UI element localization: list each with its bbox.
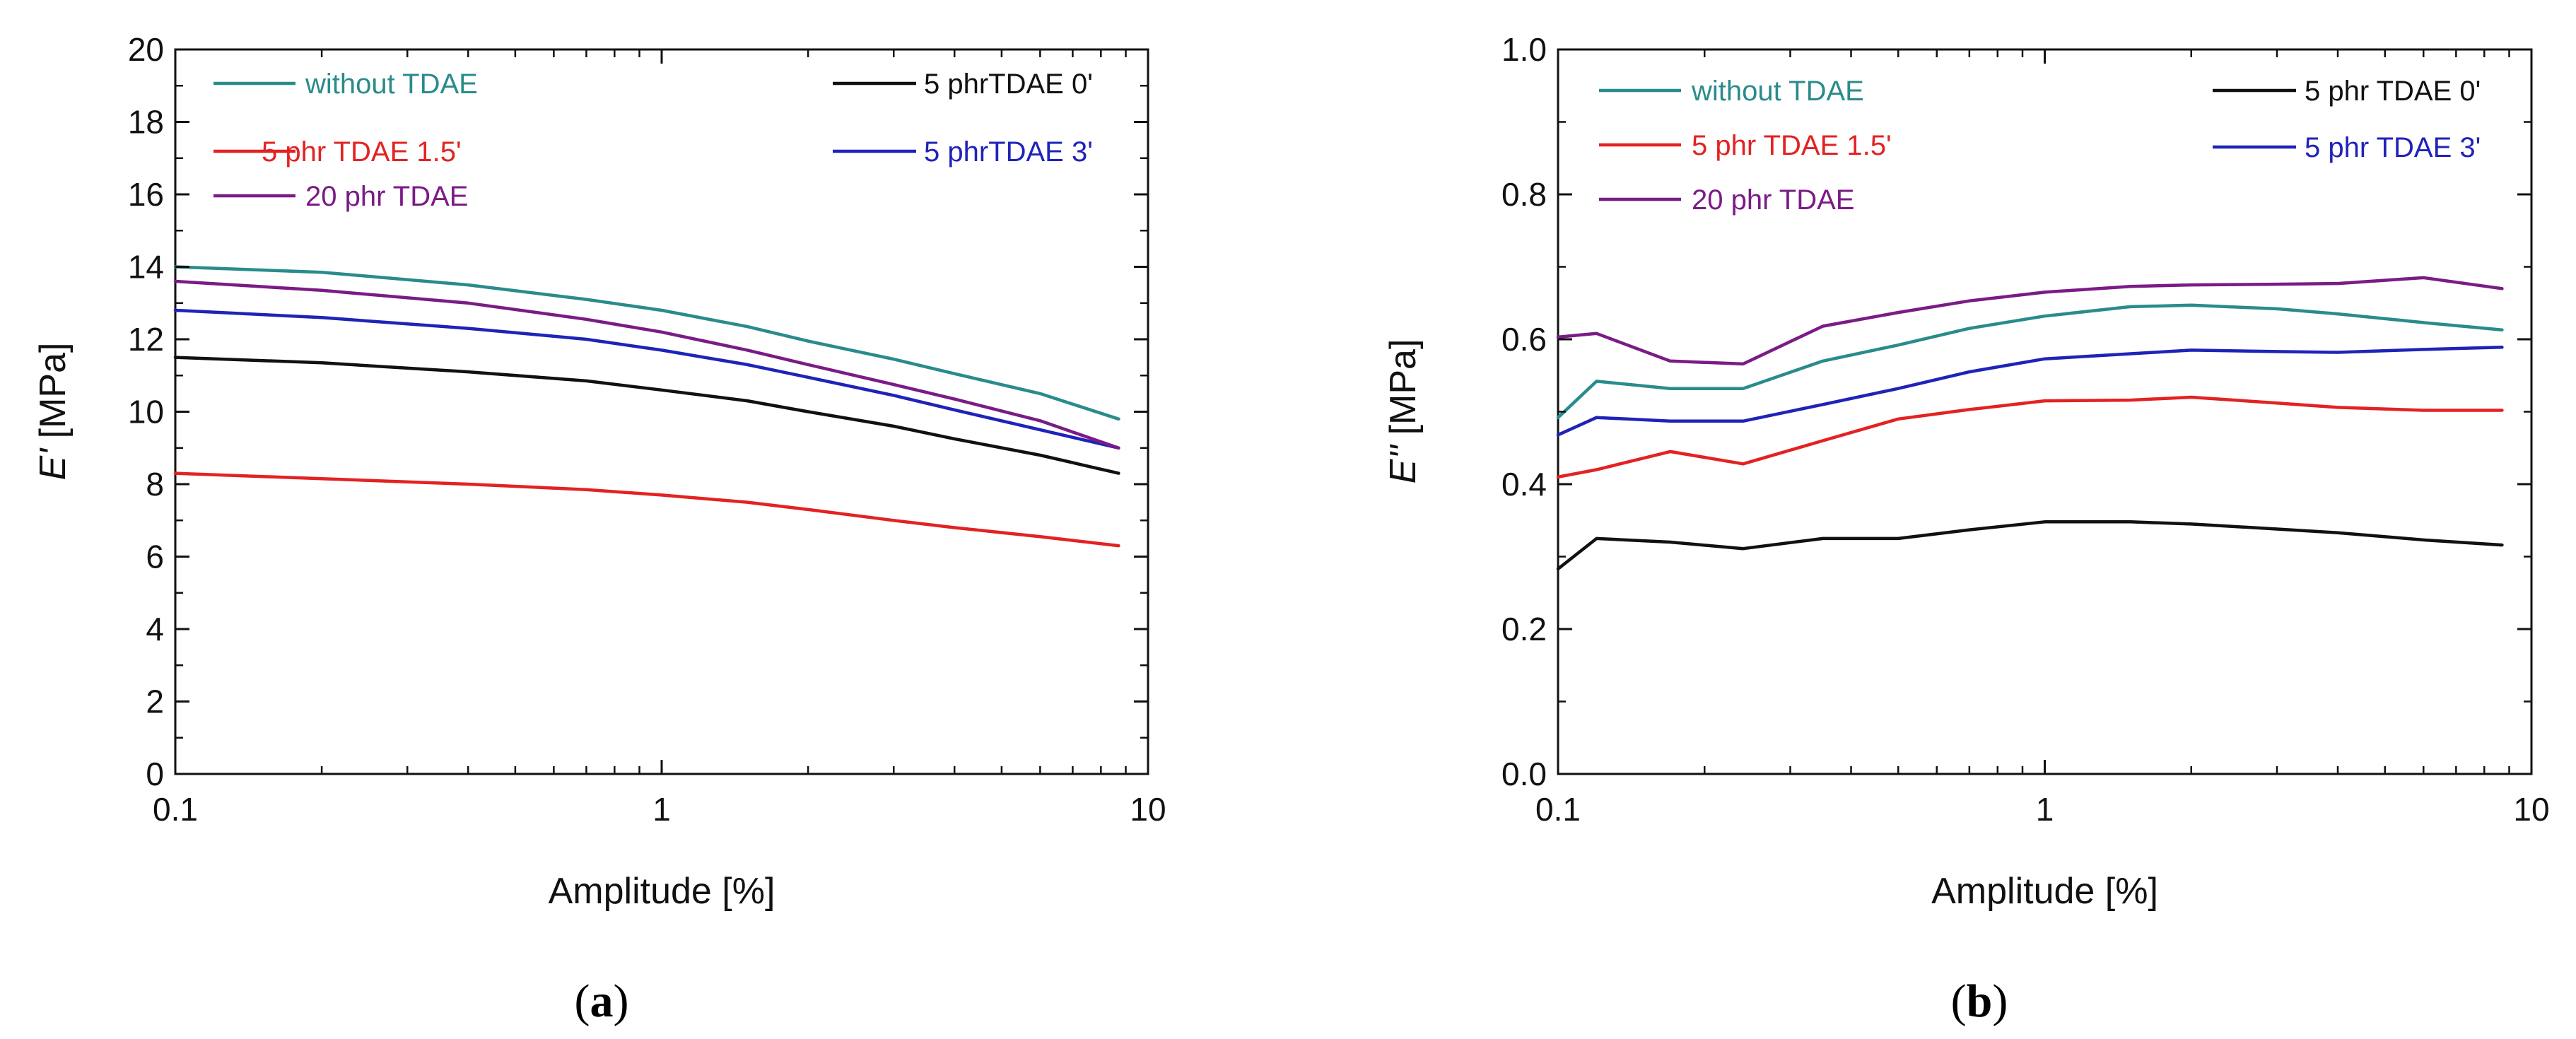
x-axis: 0.1 1 10 xyxy=(153,49,1166,828)
legend-label: 20 phr TDAE xyxy=(305,181,469,212)
y-tick-label: 1.0 xyxy=(1501,31,1547,68)
series-line-5-phr-tdae-1-5 xyxy=(173,471,1120,548)
panel-label-b: (b) xyxy=(1951,975,2008,1027)
series-line-5-phrtdae-3 xyxy=(173,308,1120,450)
y-tick-label: 2 xyxy=(146,683,164,720)
y-axis: 0 2 4 6 8 10 12 14 16 18 20 xyxy=(128,31,1148,792)
series-line-20-phr-tdae xyxy=(1556,276,2504,366)
y-tick-label: 0.2 xyxy=(1501,611,1547,647)
y-tick-label: 8 xyxy=(146,466,164,503)
legend-label: 5 phrTDAE 3' xyxy=(924,136,1093,168)
chart-panel-b: 0.0 0.2 0.4 0.6 0.8 1.0 0.1 1 10 Amplitude [%] E''… xyxy=(1383,31,2550,912)
legend-label: without TDAE xyxy=(1691,76,1864,107)
panel-label-a: (a) xyxy=(575,975,629,1027)
legend-label: 20 phr TDAE xyxy=(1692,184,1855,216)
legend-label: without TDAE xyxy=(305,69,478,100)
y-axis: 0.0 0.2 0.4 0.6 0.8 1.0 xyxy=(1501,31,2531,792)
y-tick-label: 4 xyxy=(146,611,164,647)
y-tick-label: 0.4 xyxy=(1501,466,1547,503)
legend-label: 5 phr TDAE 3' xyxy=(2305,132,2481,163)
legend-label: 5 phrTDAE 0' xyxy=(924,69,1093,100)
y-tick-label: 0 xyxy=(146,756,164,792)
series-line-20-phr-tdae xyxy=(173,279,1120,450)
x-tick-label: 1 xyxy=(2036,791,2054,828)
x-tick-label: 1 xyxy=(652,791,671,828)
x-axis: 0.1 1 10 xyxy=(1535,49,2550,828)
y-tick-label: 0.6 xyxy=(1501,321,1547,358)
x-axis-title: Amplitude [%] xyxy=(549,871,775,912)
y-tick-label: 16 xyxy=(128,176,164,213)
series-line-without-tdae xyxy=(1556,303,2504,419)
series-line-without-tdae xyxy=(173,265,1120,421)
legend: without TDAE 5 phr TDAE 1.5' 20 phr TDAE 5 … xyxy=(213,69,1093,212)
y-tick-label: 18 xyxy=(128,104,164,141)
legend-label: 5 phr TDAE 1.5' xyxy=(262,136,462,168)
y-tick-label: 0.0 xyxy=(1501,756,1547,792)
series-lines xyxy=(1556,276,2504,571)
x-tick-label: 10 xyxy=(2513,791,2549,828)
x-tick-label: 0.1 xyxy=(1535,791,1581,828)
y-axis-title: E'' [MPa] xyxy=(1383,339,1424,484)
x-tick-label: 0.1 xyxy=(153,791,198,828)
y-tick-label: 0.8 xyxy=(1501,176,1547,213)
x-axis-title: Amplitude [%] xyxy=(1931,871,2158,912)
series-line-5-phr-tdae-1-5 xyxy=(1556,395,2504,479)
y-tick-label: 14 xyxy=(128,249,164,286)
y-tick-label: 12 xyxy=(128,321,164,358)
y-tick-label: 6 xyxy=(146,539,164,575)
legend-label: 5 phr TDAE 0' xyxy=(2305,76,2481,107)
legend: without TDAE 5 phr TDAE 1.5' 20 phr TDAE 5 … xyxy=(1599,76,2481,216)
y-axis-title: E' [MPa] xyxy=(33,343,74,481)
legend-label: 5 phr TDAE 1.5' xyxy=(1692,130,1892,161)
y-tick-label: 20 xyxy=(128,31,164,68)
series-line-5-phrtdae-0 xyxy=(173,356,1120,475)
series-line-5-phr-tdae-0 xyxy=(1556,520,2504,571)
y-tick-label: 10 xyxy=(128,394,164,430)
series-line-5-phr-tdae-3 xyxy=(1556,346,2504,437)
x-tick-label: 10 xyxy=(1130,791,1166,828)
chart-panel-a: 0 2 4 6 8 10 12 14 16 18 20 0.1 1 10 Amplitude [%] E' [… xyxy=(33,31,1166,912)
series-lines xyxy=(173,265,1120,548)
